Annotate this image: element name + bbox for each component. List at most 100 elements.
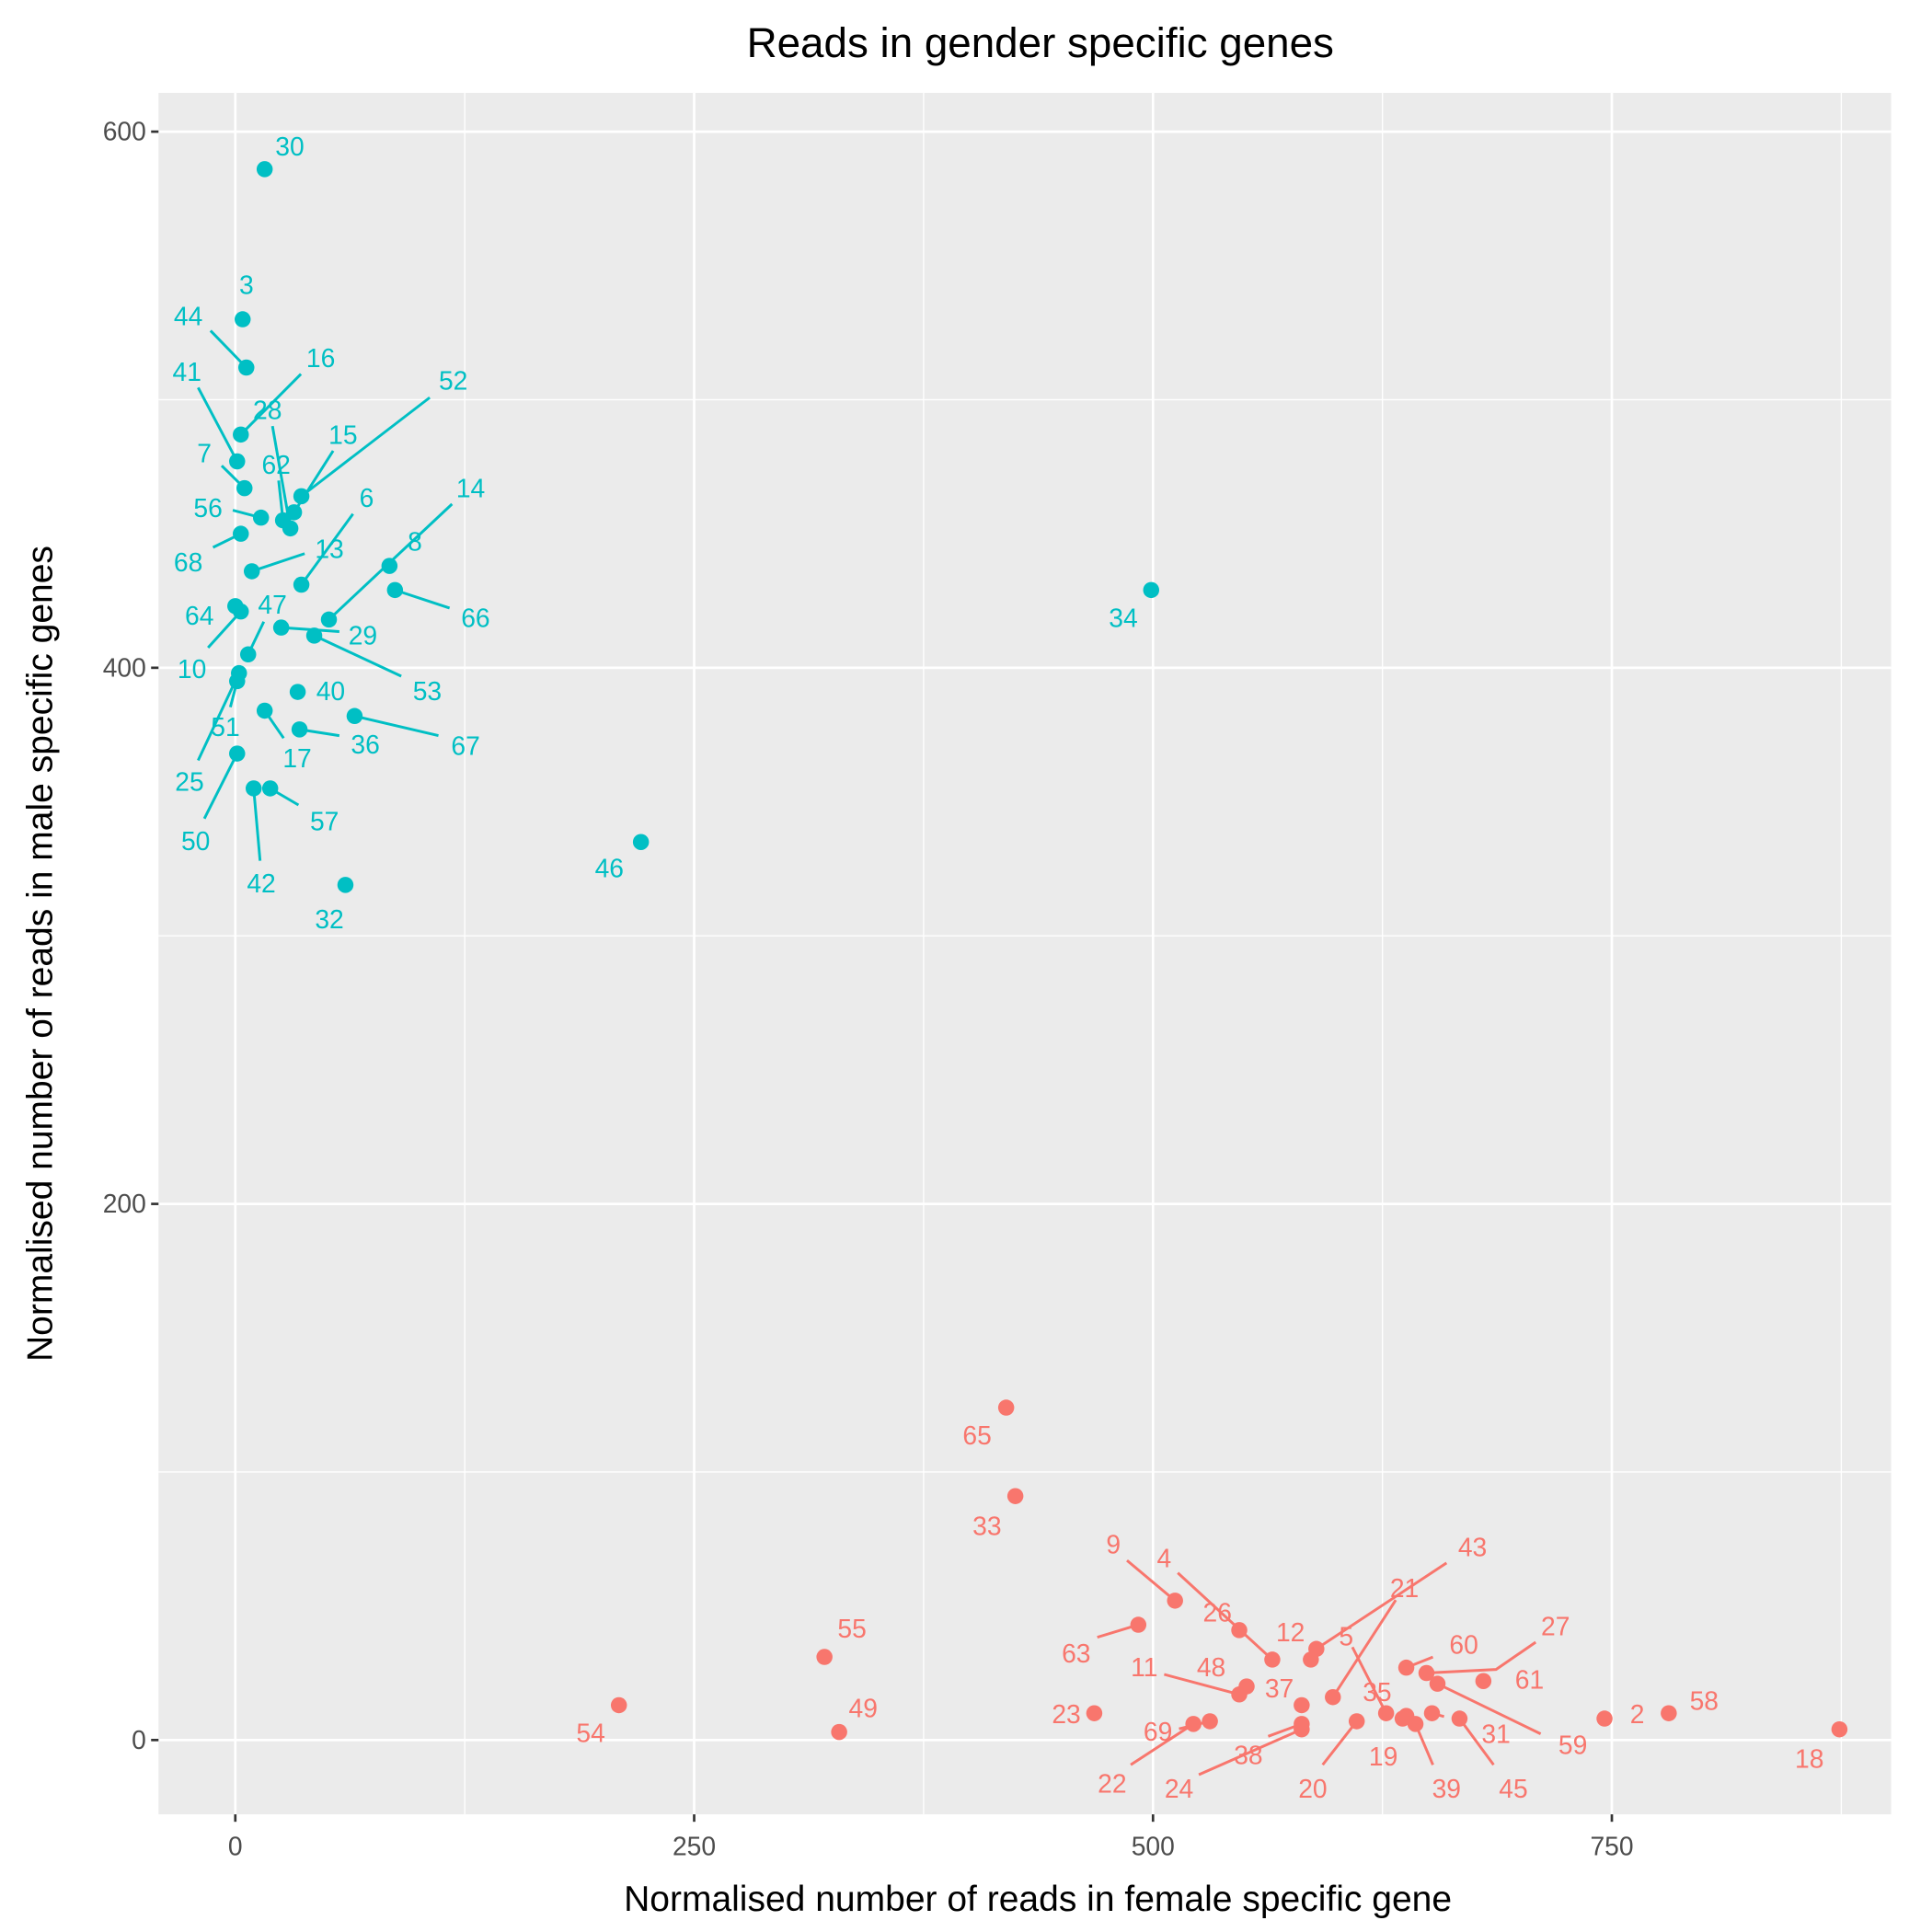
chart-title: Reads in gender specific genes bbox=[747, 19, 1334, 66]
point-label: 7 bbox=[197, 439, 212, 468]
point-label: 59 bbox=[1558, 1731, 1587, 1760]
data-point bbox=[1325, 1688, 1341, 1706]
data-point bbox=[1185, 1716, 1202, 1732]
label-segment bbox=[1426, 1640, 1537, 1674]
data-point bbox=[1086, 1705, 1103, 1721]
point-label: 50 bbox=[181, 826, 210, 856]
data-point bbox=[293, 576, 310, 593]
label-segment bbox=[202, 753, 239, 820]
data-point bbox=[1143, 581, 1160, 599]
point-label: 66 bbox=[461, 604, 489, 633]
data-point bbox=[610, 1696, 627, 1714]
data-point bbox=[1202, 1713, 1218, 1730]
data-point bbox=[233, 603, 249, 620]
data-point bbox=[320, 611, 338, 628]
data-point bbox=[1423, 1705, 1441, 1721]
point-label: 52 bbox=[439, 365, 467, 395]
point-label: 14 bbox=[456, 473, 485, 502]
label-segment bbox=[300, 396, 431, 498]
point-label: 39 bbox=[1432, 1774, 1461, 1803]
point-label: 45 bbox=[1499, 1774, 1527, 1803]
data-point bbox=[239, 646, 257, 663]
point-label: 69 bbox=[1144, 1717, 1172, 1746]
data-point bbox=[305, 627, 323, 644]
data-point bbox=[816, 1649, 833, 1665]
point-label: 56 bbox=[193, 493, 222, 523]
point-label: 16 bbox=[306, 343, 335, 373]
x-tick-label: 750 bbox=[1590, 1832, 1633, 1861]
data-point bbox=[1661, 1705, 1677, 1721]
data-point bbox=[1348, 1713, 1365, 1730]
point-label: 22 bbox=[1098, 1768, 1126, 1798]
point-label: 54 bbox=[576, 1718, 604, 1747]
point-label: 12 bbox=[1276, 1617, 1305, 1647]
point-label: 44 bbox=[174, 301, 202, 330]
data-point bbox=[237, 359, 255, 376]
data-point bbox=[252, 509, 270, 526]
point-label: 51 bbox=[211, 712, 239, 742]
data-point bbox=[245, 780, 262, 797]
data-point bbox=[272, 619, 290, 636]
data-point bbox=[229, 453, 246, 470]
label-segment bbox=[354, 714, 439, 738]
data-point bbox=[1231, 1622, 1248, 1639]
data-point bbox=[289, 684, 306, 700]
label-segment bbox=[239, 373, 303, 436]
label-segment bbox=[207, 610, 242, 650]
data-point bbox=[1377, 1705, 1395, 1721]
plot-panel bbox=[158, 92, 1892, 1815]
data-point bbox=[1429, 1675, 1446, 1692]
point-label: 47 bbox=[258, 590, 286, 619]
point-label: 18 bbox=[1795, 1744, 1823, 1774]
point-label: 31 bbox=[1481, 1719, 1510, 1749]
data-point bbox=[1294, 1696, 1310, 1714]
point-label: 19 bbox=[1369, 1742, 1397, 1771]
point-label: 8 bbox=[408, 526, 422, 556]
point-label: 36 bbox=[351, 730, 379, 759]
label-segment bbox=[394, 588, 451, 610]
point-label: 15 bbox=[328, 420, 357, 450]
data-point bbox=[1167, 1593, 1183, 1609]
data-point bbox=[256, 702, 273, 719]
x-axis-label: Normalised number of reads in female spe… bbox=[624, 1880, 1452, 1919]
data-point bbox=[1418, 1664, 1435, 1682]
data-point bbox=[236, 479, 253, 497]
point-label: 63 bbox=[1062, 1639, 1090, 1668]
data-point bbox=[831, 1723, 847, 1741]
point-label: 67 bbox=[451, 730, 479, 760]
point-label: 40 bbox=[316, 676, 345, 706]
data-point bbox=[997, 1399, 1015, 1416]
grid-lines bbox=[158, 92, 1892, 1815]
y-tick-label: 0 bbox=[132, 1725, 146, 1754]
point-label: 2 bbox=[1630, 1699, 1645, 1729]
point-label: 20 bbox=[1298, 1774, 1327, 1803]
point-label: 28 bbox=[253, 396, 282, 425]
label-segment bbox=[1436, 1682, 1542, 1735]
point-label: 55 bbox=[837, 1614, 866, 1643]
point-label: 33 bbox=[972, 1511, 1001, 1540]
point-label: 34 bbox=[1109, 604, 1137, 633]
point-label: 42 bbox=[247, 868, 275, 898]
point-label: 25 bbox=[175, 766, 203, 796]
point-label: 38 bbox=[1234, 1741, 1262, 1770]
data-point bbox=[285, 504, 303, 521]
label-segment bbox=[300, 512, 354, 586]
data-point bbox=[1451, 1710, 1468, 1727]
point-label: 53 bbox=[413, 676, 442, 706]
point-label: 68 bbox=[174, 547, 202, 577]
label-segment bbox=[1130, 1722, 1194, 1766]
data-point bbox=[1308, 1640, 1325, 1658]
point-label: 17 bbox=[282, 743, 311, 773]
point-label: 13 bbox=[315, 534, 343, 563]
label-segment bbox=[1164, 1673, 1240, 1696]
data-point bbox=[386, 581, 404, 599]
data-point bbox=[261, 780, 279, 797]
data-point bbox=[233, 525, 249, 542]
point-label: 9 bbox=[1106, 1530, 1121, 1559]
point-label: 62 bbox=[261, 450, 290, 479]
label-segment bbox=[1198, 1728, 1303, 1777]
point-label: 48 bbox=[1197, 1652, 1225, 1682]
data-point bbox=[1238, 1678, 1255, 1695]
data-point bbox=[1596, 1710, 1613, 1727]
